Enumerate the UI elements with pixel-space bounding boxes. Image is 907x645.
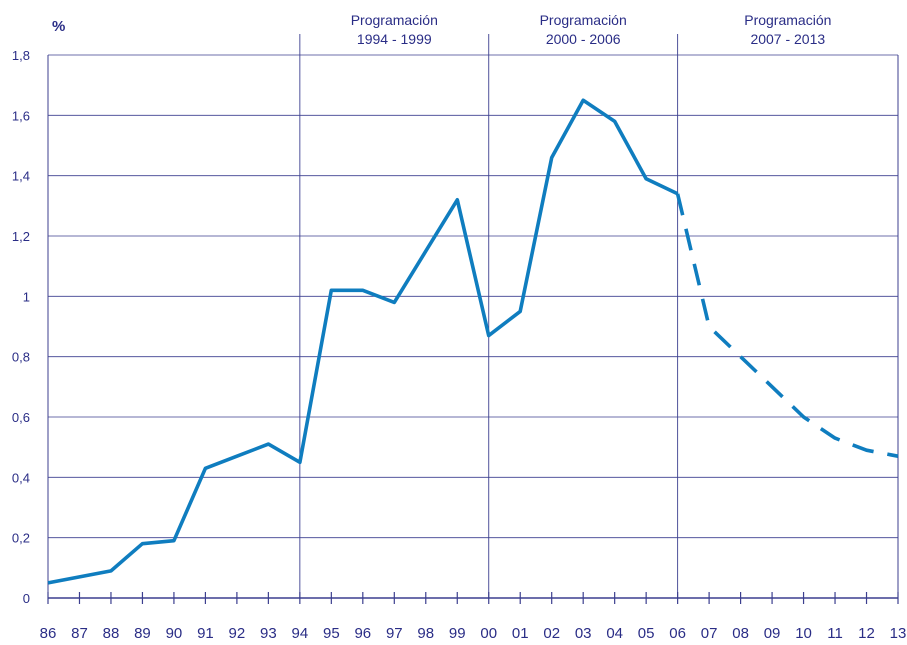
x-tick-label: 13 (890, 625, 907, 642)
x-tick-label: 94 (292, 625, 309, 642)
y-axis-unit-label: % (52, 18, 65, 35)
x-tick-label: 95 (323, 625, 340, 642)
axis-labels: % 0 0,2 0,4 0,6 0,8 1 1,2 1,4 1,6 1,8 86 87 88 89 90 91… (12, 18, 906, 642)
grid (47, 54, 899, 604)
period-years: 2000 - 2006 (546, 31, 621, 47)
y-tick-label: 0,2 (12, 531, 30, 546)
period-title: Programación (744, 12, 831, 28)
y-tick-label: 0 (23, 591, 30, 606)
y-tick-label: 0,6 (12, 410, 30, 425)
y-tick-label: 1,8 (12, 48, 30, 63)
programming-periods: Programación 1994 - 1999 Programación 2000 … (299, 12, 831, 598)
x-tick-label: 91 (197, 625, 214, 642)
x-tick-label: 92 (229, 625, 246, 642)
x-tick-label: 11 (827, 625, 843, 642)
x-tick-label: 08 (732, 625, 749, 642)
x-tick-label: 09 (764, 625, 781, 642)
data-series (47, 98, 899, 585)
x-tick-label: 04 (606, 625, 623, 642)
x-tick-label: 93 (260, 625, 277, 642)
y-tick-label: 0,4 (12, 470, 30, 485)
x-tick-label: 01 (512, 625, 529, 642)
x-tick-label: 10 (795, 625, 812, 642)
x-tick-label: 12 (858, 625, 875, 642)
period-title: Programación (540, 12, 627, 28)
y-tick-label: 1,6 (12, 108, 30, 123)
x-tick-label: 86 (40, 625, 57, 642)
x-tick-label: 03 (575, 625, 592, 642)
y-tick-label: 1 (23, 289, 30, 304)
period-title: Programación (351, 12, 438, 28)
x-tick-label: 88 (103, 625, 120, 642)
period-years: 2007 - 2013 (750, 31, 825, 47)
x-tick-label: 90 (166, 625, 183, 642)
y-tick-label: 0,8 (12, 350, 30, 365)
actual-series-line (47, 98, 679, 585)
x-tick-label: 99 (449, 625, 466, 642)
period-years: 1994 - 1999 (357, 31, 432, 47)
x-tick-label: 97 (386, 625, 403, 642)
x-tick-label: 07 (701, 625, 718, 642)
y-tick-label: 1,4 (12, 169, 30, 184)
x-tick-label: 05 (638, 625, 655, 642)
x-tick-label: 87 (71, 625, 88, 642)
forecast-series-line (675, 193, 899, 458)
x-tick-label: 02 (543, 625, 560, 642)
x-tick-label: 06 (669, 625, 686, 642)
y-tick-label: 1,2 (12, 229, 30, 244)
x-tick-label: 00 (480, 625, 497, 642)
x-tick-label: 98 (417, 625, 434, 642)
x-tick-label: 96 (354, 625, 371, 642)
x-tick-label: 89 (134, 625, 151, 642)
